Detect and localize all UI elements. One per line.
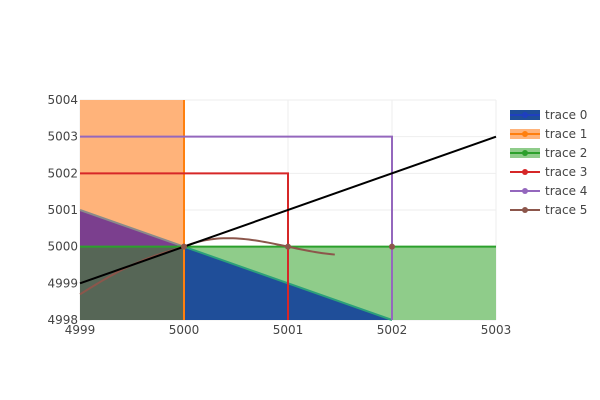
y-tick-label: 5001 (47, 203, 78, 217)
y-tick-label: 5002 (47, 166, 78, 180)
trace-5-line (79, 237, 335, 296)
legend-label: trace 5 (545, 203, 587, 217)
legend-marker (522, 131, 528, 137)
legend-label: trace 3 (545, 165, 587, 179)
trace-5-marker (181, 243, 187, 250)
y-tick-label: 4999 (47, 276, 78, 290)
series-lines (79, 100, 497, 321)
trace-5-marker (389, 243, 395, 250)
legend-item-trace-1[interactable]: trace 1 (510, 127, 587, 141)
legend-item-trace-0[interactable]: trace 0 (510, 108, 587, 122)
series-markers (181, 243, 395, 250)
x-tick-label: 5000 (169, 323, 200, 337)
y-tick-label: 5004 (47, 93, 78, 107)
legend-item-trace-3[interactable]: trace 3 (510, 165, 587, 179)
legend[interactable]: trace 0 trace 1 trace 2 trace 3 trace 4 trace… (510, 108, 587, 217)
y-tick-label: 5003 (47, 130, 78, 144)
legend-label: trace 0 (545, 108, 587, 122)
y-axis-ticks: 4998 4999 5000 5001 5002 5003 5004 (47, 93, 78, 327)
legend-label: trace 2 (545, 146, 587, 160)
reference-line (79, 135, 497, 285)
x-tick-label: 5002 (377, 323, 408, 337)
overlap-fill (80, 246, 184, 320)
legend-marker (522, 169, 528, 175)
x-tick-label: 4999 (65, 323, 96, 337)
trace-4-line (80, 135, 393, 320)
y-tick-label: 5000 (47, 240, 78, 254)
legend-label: trace 4 (545, 184, 587, 198)
legend-item-trace-2[interactable]: trace 2 (510, 146, 587, 160)
legend-marker (522, 188, 528, 194)
legend-marker (522, 207, 528, 213)
boundary-line (79, 209, 185, 248)
legend-marker (522, 150, 528, 156)
legend-marker (522, 112, 528, 118)
trace-3-line (80, 172, 289, 320)
y-tick-label: 4998 (47, 313, 78, 327)
x-tick-label: 5001 (273, 323, 304, 337)
legend-item-trace-5[interactable]: trace 5 (510, 203, 587, 217)
x-tick-label: 5003 (481, 323, 512, 337)
legend-label: trace 1 (545, 127, 587, 141)
trace-5-marker (285, 243, 291, 250)
x-axis-ticks: 4999 5000 5001 5002 5003 (65, 323, 512, 337)
legend-item-trace-4[interactable]: trace 4 (510, 184, 587, 198)
